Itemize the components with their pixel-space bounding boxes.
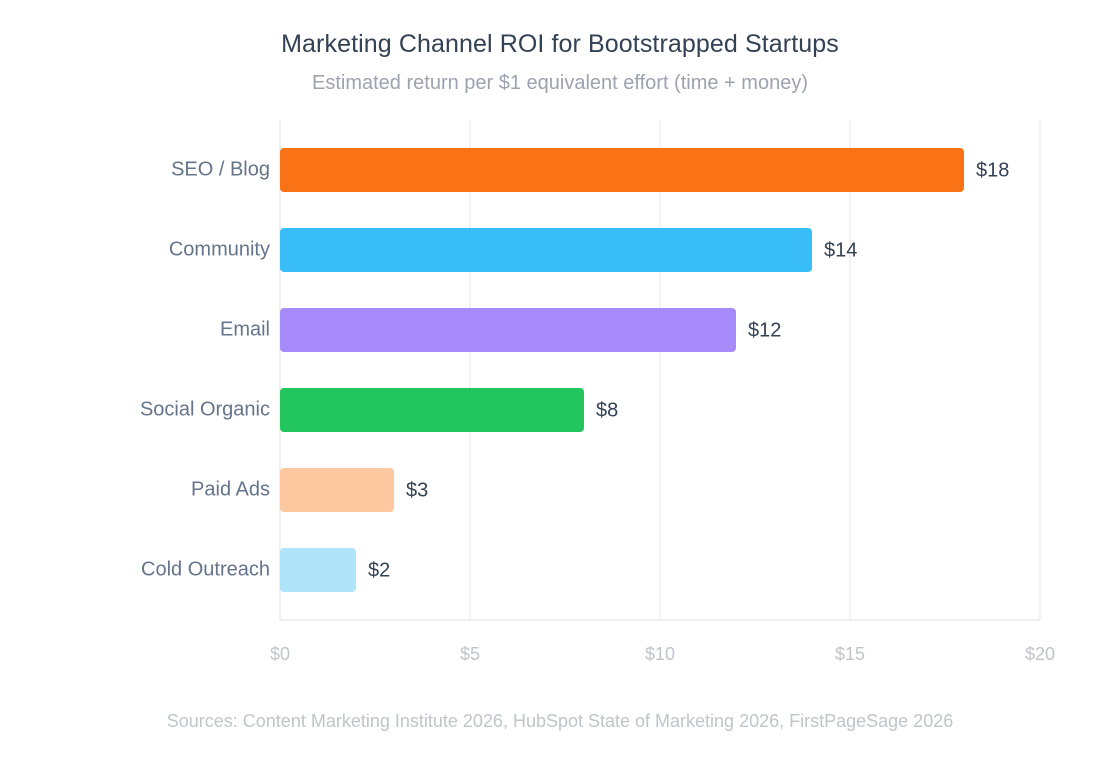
bar-community: [280, 228, 812, 272]
x-tick-label: $5: [460, 644, 480, 664]
category-label: Community: [169, 238, 270, 260]
category-label: Email: [220, 318, 270, 340]
value-label: $18: [976, 159, 1009, 181]
value-label: $2: [368, 559, 390, 581]
chart-subtitle: Estimated return per $1 equivalent effor…: [312, 72, 808, 94]
category-label: Paid Ads: [191, 478, 270, 500]
bar-social-organic: [280, 388, 584, 432]
value-label: $14: [824, 239, 857, 261]
x-tick-label: $0: [270, 644, 290, 664]
value-label: $12: [748, 319, 781, 341]
bar-paid-ads: [280, 468, 394, 512]
x-tick-label: $10: [645, 644, 675, 664]
chart-title: Marketing Channel ROI for Bootstrapped S…: [281, 30, 839, 58]
value-label: $3: [406, 479, 428, 501]
category-label: Cold Outreach: [141, 558, 270, 580]
source-note: Sources: Content Marketing Institute 202…: [166, 711, 954, 731]
bar-seo-blog: [280, 148, 964, 192]
category-label: SEO / Blog: [171, 158, 270, 180]
bar-cold-outreach: [280, 548, 356, 592]
category-label: Social Organic: [140, 398, 270, 420]
x-tick-label: $15: [835, 644, 865, 664]
value-label: $8: [596, 399, 618, 421]
x-tick-label: $20: [1025, 644, 1055, 664]
bar-email: [280, 308, 736, 352]
